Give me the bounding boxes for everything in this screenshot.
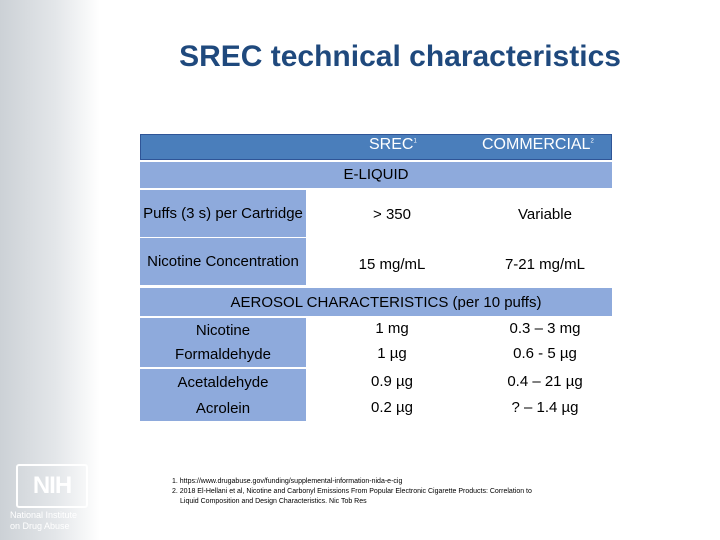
commercial-footnote-ref: 2 [590, 138, 594, 145]
cell-commercial-formaldehyde: 0.6 - 5 µg [513, 345, 577, 362]
footnote-1: 1. https://www.drugabuse.gov/funding/sup… [172, 478, 403, 485]
cell-srec-nicotine-concentration: 15 mg/mL [358, 256, 426, 273]
column-header-srec: SREC1 [369, 136, 417, 153]
row-label-formaldehyde: Formaldehyde [140, 342, 307, 368]
cell-srec-acrolein: 0.2 µg [370, 399, 413, 416]
column-header-commercial: COMMERCIAL2 [482, 136, 594, 153]
footnote-2: 2. 2018 El-Hellani et al, Nicotine and C… [172, 488, 532, 495]
cell-commercial-puffs: Variable [518, 206, 572, 223]
nih-logo-text: National Institute on Drug Abuse [10, 510, 100, 532]
row-label-puffs: Puffs (3 s) per Cartridge [140, 190, 307, 238]
slide-title: SREC technical characteristics [179, 40, 621, 73]
nih-logo-line1: National Institute [10, 510, 78, 520]
left-decorative-band [0, 0, 100, 540]
section-title-eliquid: E-LIQUID [343, 166, 409, 183]
nih-logo-letters: NIH [32, 472, 72, 499]
section-band-eliquid [140, 162, 612, 188]
row-label-acrolein: Acrolein [140, 395, 307, 421]
nih-logo-line2: on Drug Abuse [10, 521, 70, 531]
nih-logo: NIH [16, 464, 88, 508]
row-label-acetaldehyde: Acetaldehyde [140, 369, 307, 395]
section-band-aerosol [140, 288, 612, 316]
row-label-nicotine: Nicotine [140, 318, 307, 342]
footnotes: 1. https://www.drugabuse.gov/funding/sup… [172, 477, 612, 507]
section-title-aerosol: AEROSOL CHARACTERISTICS (per 10 puffs) [230, 294, 542, 311]
table-header-row [140, 134, 612, 160]
cell-srec-acetaldehyde: 0.9 µg [370, 373, 413, 390]
cell-srec-formaldehyde: 1 µg [377, 345, 407, 362]
row-label-nicotine-concentration: Nicotine Concentration [140, 238, 307, 286]
footnote-2-cont: Liquid Composition and Design Characteri… [180, 498, 367, 505]
cell-commercial-acrolein: ? – 1.4 µg [511, 399, 579, 416]
cell-commercial-nicotine-concentration: 7-21 mg/mL [504, 256, 586, 273]
cell-srec-nicotine: 1 mg [375, 320, 409, 337]
cell-srec-puffs: > 350 [373, 206, 411, 223]
cell-commercial-nicotine: 0.3 – 3 mg [509, 320, 581, 337]
cell-commercial-acetaldehyde: 0.4 – 21 µg [507, 373, 583, 390]
srec-footnote-ref: 1 [413, 138, 417, 145]
